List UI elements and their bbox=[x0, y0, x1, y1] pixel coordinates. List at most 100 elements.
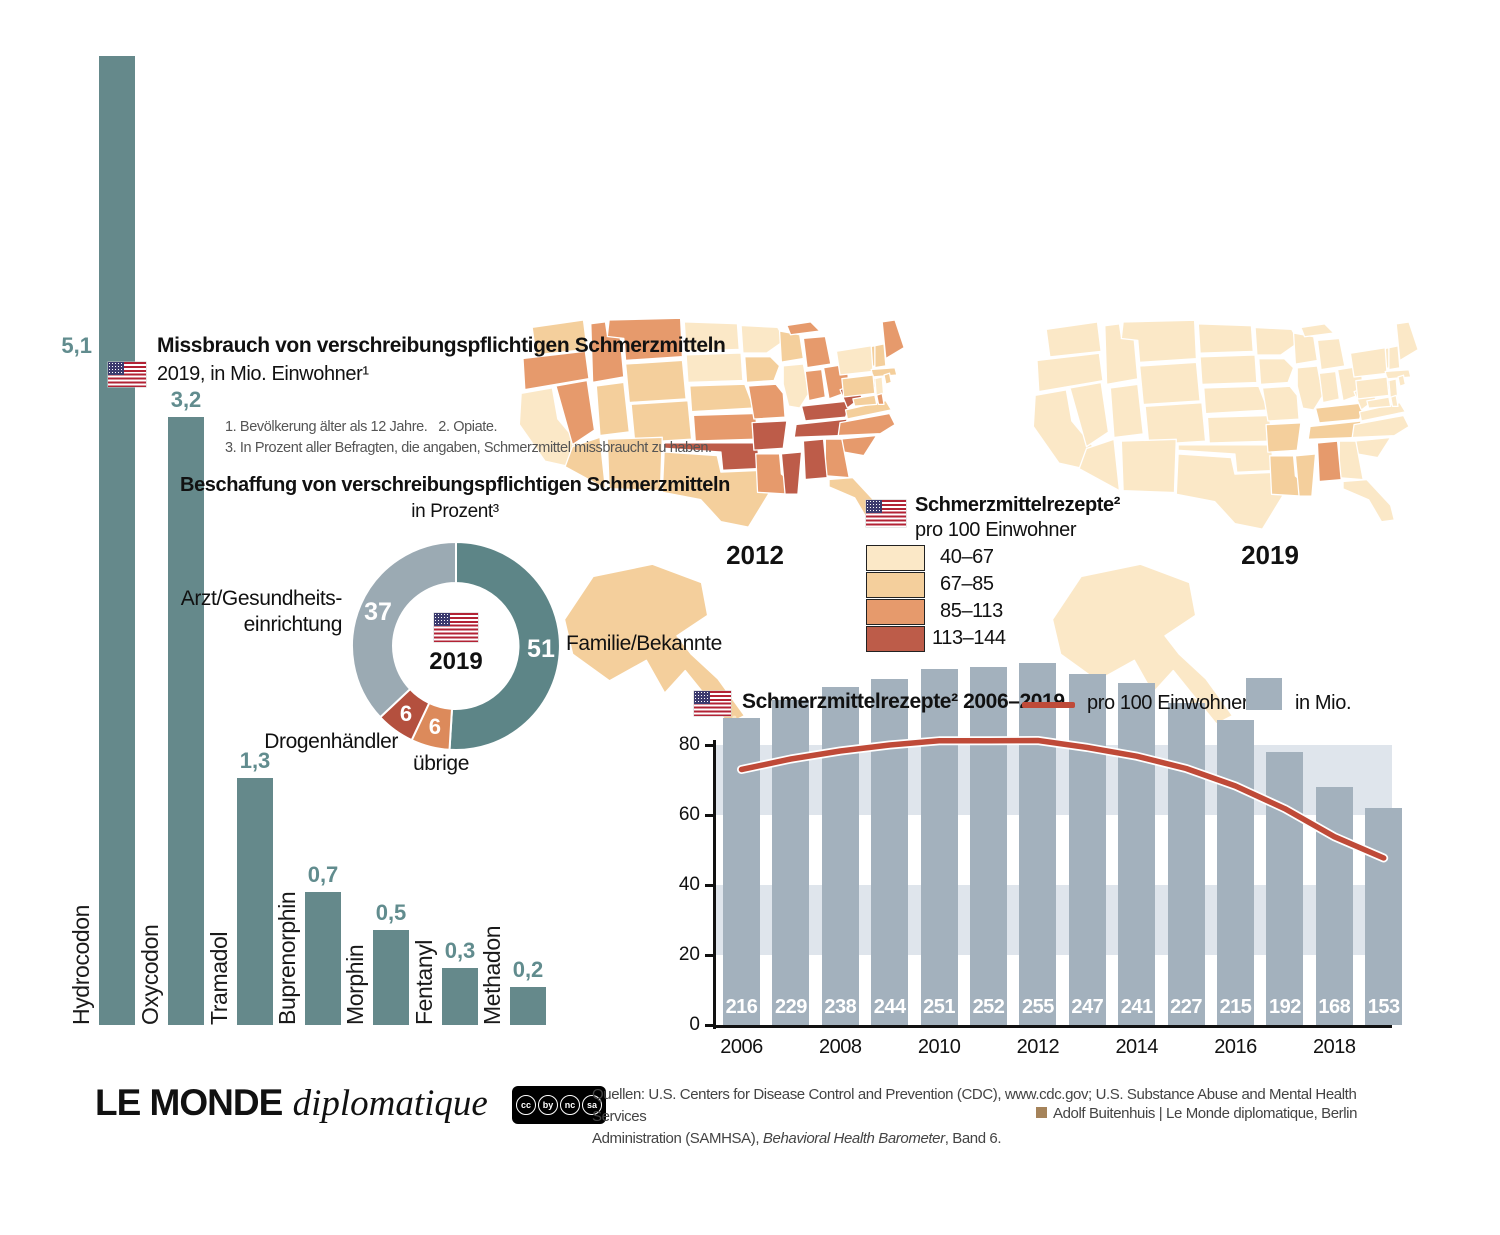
rx-y-tick-label: 60 bbox=[678, 804, 700, 825]
map-legend-title: Schmerzmittelrezepte² bbox=[915, 494, 1120, 516]
state-ks-2019 bbox=[1206, 414, 1273, 444]
state-nm-2019 bbox=[1120, 438, 1177, 494]
donut-label-familie: Familie/Bekannte bbox=[566, 632, 722, 655]
state-sc-2012 bbox=[839, 434, 878, 457]
rx-x-tick-label: 2016 bbox=[1214, 1036, 1257, 1058]
rx-bar-2018 bbox=[1315, 787, 1353, 1025]
rx-x-tick-label: 2012 bbox=[1016, 1036, 1060, 1058]
state-ar-2019 bbox=[1265, 422, 1302, 453]
rx-bar-value-label: 252 bbox=[972, 996, 1005, 1018]
sources-line2-italic: Behavioral Health Barometer bbox=[762, 1130, 945, 1147]
misuse-bar-buprenorphin bbox=[305, 892, 341, 1025]
state-ak-2019 bbox=[1051, 563, 1234, 725]
state-wy-2012 bbox=[624, 359, 687, 404]
rx-bar-2014 bbox=[1118, 683, 1156, 1025]
state-or-2019 bbox=[1036, 352, 1104, 393]
misuse-bar-fentanyl bbox=[442, 968, 478, 1025]
state-ny-2019 bbox=[1349, 347, 1388, 378]
rx-bar-2009 bbox=[871, 679, 909, 1025]
rx-y-tick bbox=[705, 814, 713, 817]
state-mi_up-2019 bbox=[1300, 323, 1335, 338]
state-ri-2019 bbox=[1397, 374, 1406, 387]
donut-value-label: 51 bbox=[527, 634, 555, 663]
state-or-2012 bbox=[522, 350, 590, 391]
rx-bar-2016 bbox=[1217, 720, 1254, 1025]
misuse-title: Missbrauch von verschreibungspflichtigen… bbox=[157, 334, 726, 357]
state-de-2012 bbox=[876, 392, 885, 405]
state-mn-2019 bbox=[1254, 326, 1300, 356]
rx-line-legend-label: pro 100 Einwohner bbox=[1087, 692, 1249, 714]
rx-y-tick-label: 80 bbox=[678, 734, 700, 755]
donut-value-label: 6 bbox=[428, 714, 441, 740]
misuse-category-label: Fentanyl bbox=[411, 939, 437, 1025]
state-al-2019 bbox=[1316, 440, 1342, 483]
donut-label-arzt: Arzt/Gesundheits- einrichtung bbox=[180, 587, 343, 636]
state-mi_up-2012 bbox=[786, 321, 821, 336]
rx-y-tick bbox=[705, 954, 713, 957]
rx-bar-value-label: 238 bbox=[824, 996, 857, 1018]
state-wa-2012 bbox=[531, 319, 588, 356]
rx-y-tick bbox=[705, 1024, 713, 1027]
state-pa-2012 bbox=[841, 374, 876, 398]
rx-bar-2006 bbox=[723, 718, 760, 1025]
state-mi-2019 bbox=[1316, 337, 1346, 371]
state-ky-2019 bbox=[1314, 402, 1366, 424]
rx-x-tick-label: 2014 bbox=[1115, 1036, 1158, 1058]
state-co-2012 bbox=[630, 400, 693, 444]
us-map-2019 bbox=[1032, 319, 1419, 530]
state-mo-2019 bbox=[1261, 385, 1300, 422]
state-hi-2019 bbox=[1209, 709, 1215, 715]
misuse-category-label: Hydrocodon bbox=[68, 904, 94, 1025]
credit-line: Adolf Buitenhuis | Le Monde diplomatique… bbox=[1036, 1105, 1357, 1122]
rx-x-tick-label: 2006 bbox=[720, 1036, 763, 1058]
state-hi-2019 bbox=[1190, 698, 1197, 705]
rx-bar-value-label: 153 bbox=[1367, 996, 1400, 1018]
state-ri-2012 bbox=[883, 372, 892, 385]
credit-square-icon bbox=[1036, 1107, 1047, 1118]
state-nd-2019 bbox=[1197, 323, 1254, 354]
state-ut-2012 bbox=[595, 381, 630, 437]
state-in-2019 bbox=[1318, 370, 1341, 404]
rx-bar-value-label: 192 bbox=[1268, 996, 1301, 1018]
state-ms-2012 bbox=[780, 451, 803, 495]
state-ia-2012 bbox=[744, 356, 781, 383]
sources-line2-pre: Administration (SAMHSA), bbox=[592, 1130, 763, 1147]
state-sd-2019 bbox=[1199, 354, 1258, 385]
misuse-bar-morphin bbox=[373, 930, 409, 1025]
rx-x-tick-label: 2018 bbox=[1313, 1036, 1356, 1058]
rx-y-tick-label: 40 bbox=[678, 874, 700, 895]
state-ar-2012 bbox=[751, 420, 788, 451]
state-me-2012 bbox=[881, 319, 905, 360]
us-map-2012 bbox=[518, 317, 905, 528]
state-nh-2012 bbox=[874, 343, 887, 369]
rx-bar-2010 bbox=[920, 669, 958, 1025]
misuse-value-label: 0,2 bbox=[512, 957, 544, 982]
cc-by-icon: by bbox=[538, 1095, 558, 1115]
misuse-bar-methadon bbox=[510, 987, 546, 1025]
rx-bar-2007 bbox=[772, 700, 810, 1025]
credit-text: Adolf Buitenhuis | Le Monde diplomatique… bbox=[1053, 1105, 1358, 1122]
footnotes: 1. Bevölkerung älter als 12 Jahre. 2. Op… bbox=[225, 419, 712, 456]
rx-bar-2008 bbox=[821, 687, 859, 1025]
lemonde-logo: LE MONDE diplomatique bbox=[95, 1082, 488, 1125]
legend-label-113-144: 113–144 bbox=[932, 627, 1006, 649]
us-flag-icon bbox=[694, 691, 731, 716]
logo-main: LE MONDE bbox=[95, 1082, 283, 1123]
map-year-2012: 2012 bbox=[726, 540, 784, 570]
rx-bar-value-label: 229 bbox=[774, 996, 807, 1018]
state-fl-2019 bbox=[1342, 479, 1395, 523]
rx-y-tick-label: 0 bbox=[689, 1014, 700, 1035]
state-md-2012 bbox=[852, 394, 878, 407]
misuse-category-label: Tramadol bbox=[206, 931, 232, 1025]
rx-bar-value-label: 216 bbox=[725, 996, 758, 1018]
state-il-2012 bbox=[782, 363, 810, 409]
rx-y-tick bbox=[705, 744, 713, 747]
cc-sa-icon: sa bbox=[582, 1095, 602, 1115]
map-year-2019: 2019 bbox=[1241, 540, 1299, 570]
misuse-value-label: 0,5 bbox=[375, 900, 407, 925]
state-nd-2012 bbox=[683, 321, 740, 352]
donut-label-uebrige: übrige bbox=[413, 752, 469, 775]
misuse-value-label: 0,7 bbox=[307, 862, 339, 887]
legend-swatch-67-85 bbox=[866, 572, 925, 598]
